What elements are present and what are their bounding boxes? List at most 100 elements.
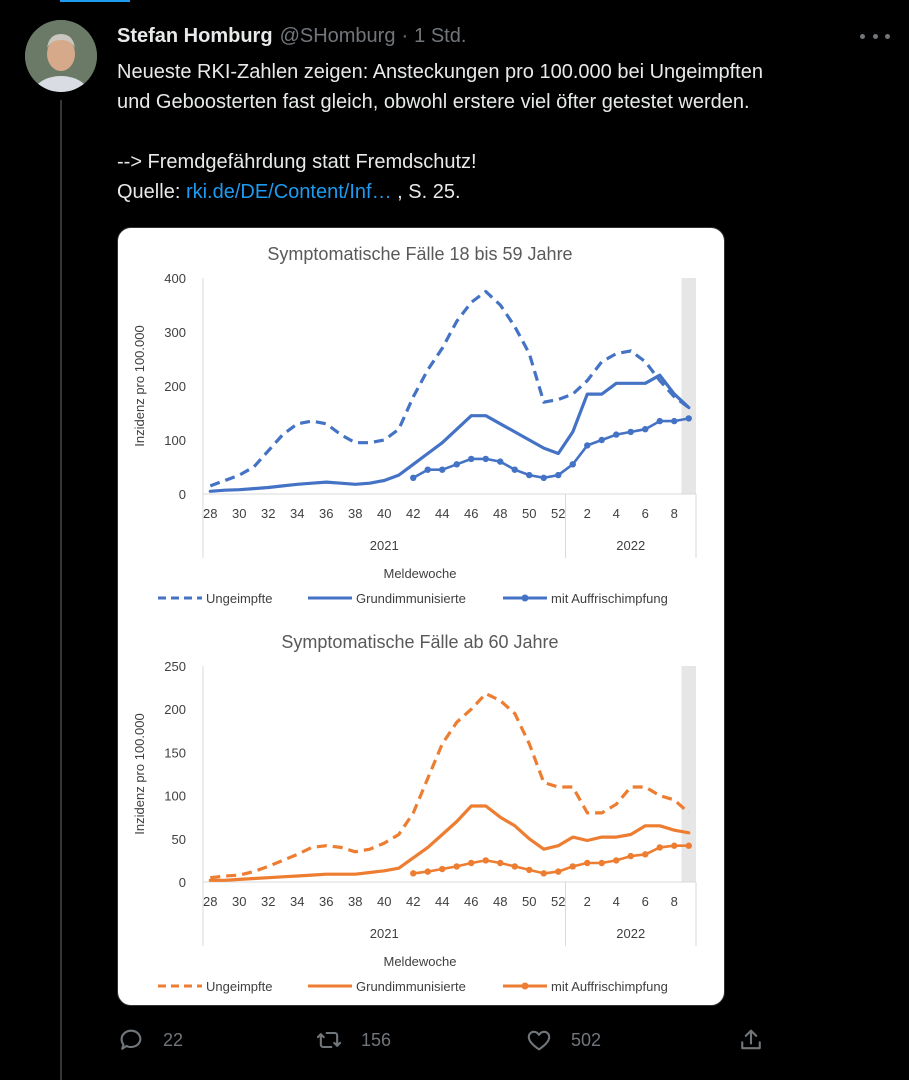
thread-line bbox=[60, 100, 62, 1080]
chart-title: Symptomatische Fälle ab 60 Jahre bbox=[281, 632, 558, 652]
series-point bbox=[671, 842, 678, 849]
series-point bbox=[656, 417, 663, 425]
series-point bbox=[555, 471, 562, 479]
x-tick-label: 30 bbox=[232, 506, 246, 521]
chart-60-plus: Symptomatische Fälle ab 60 Jahre 0 50 100 15… bbox=[132, 632, 697, 994]
x-tick-label: 28 bbox=[203, 894, 217, 909]
source-suffix: , S. 25. bbox=[391, 181, 461, 203]
legend-label: Grundimmunisierte bbox=[356, 591, 466, 606]
x-tick-label: 48 bbox=[493, 894, 507, 909]
retweet-icon bbox=[316, 1031, 342, 1049]
like-count: 502 bbox=[571, 1029, 602, 1050]
series-point bbox=[555, 868, 562, 875]
legend-label: Ungeimpfte bbox=[206, 979, 272, 994]
tweet-text-line: und Geboosterten fast gleich, obwohl ers… bbox=[117, 91, 750, 113]
y-tick-label: 150 bbox=[164, 745, 186, 760]
y-tick-label: 300 bbox=[164, 325, 186, 340]
x-tick-label: 6 bbox=[642, 506, 649, 521]
series-point bbox=[511, 863, 518, 870]
x-tick-label: 4 bbox=[613, 894, 620, 909]
x-tick-label: 50 bbox=[522, 894, 536, 909]
tweet-source-line: Quelle: rki.de/DE/Content/Inf… , S. 25. bbox=[117, 177, 887, 207]
x-group-label: 2021 bbox=[370, 538, 399, 553]
chart-title: Symptomatische Fälle 18 bis 59 Jahre bbox=[267, 244, 572, 264]
x-tick-label: 32 bbox=[261, 894, 275, 909]
series-point bbox=[598, 859, 605, 867]
series-point bbox=[410, 870, 417, 877]
series-point bbox=[468, 859, 475, 867]
legend-label: mit Auffrischimpfung bbox=[551, 591, 668, 606]
more-icon[interactable] bbox=[860, 25, 890, 47]
x-axis-title: Meldewoche bbox=[384, 954, 457, 969]
series-point bbox=[439, 865, 446, 873]
share-icon bbox=[741, 1029, 761, 1050]
reply-button[interactable]: 22 bbox=[117, 1022, 183, 1058]
series-point bbox=[511, 466, 518, 473]
y-tick-label: 250 bbox=[164, 659, 186, 674]
x-tick-label: 8 bbox=[671, 506, 678, 521]
legend-marker bbox=[521, 594, 529, 602]
series-point bbox=[685, 415, 692, 422]
tweet-media-image[interactable]: Symptomatische Fälle 18 bis 59 Jahre 0 100… bbox=[117, 227, 725, 1006]
y-tick-label: 200 bbox=[164, 379, 186, 394]
series-line-ungeimpfte bbox=[209, 289, 690, 488]
x-tick-label: 50 bbox=[522, 506, 536, 521]
y-tick-label: 100 bbox=[164, 433, 186, 448]
series-line-ungeimpfte bbox=[210, 692, 690, 880]
source-link[interactable]: rki.de/DE/Content/Inf… bbox=[185, 181, 392, 203]
author-handle[interactable]: @SHomburg bbox=[279, 24, 396, 47]
x-tick-label: 4 bbox=[613, 506, 620, 521]
reply-icon bbox=[120, 1029, 142, 1050]
x-tick-label: 40 bbox=[377, 506, 391, 521]
x-tick-label: 6 bbox=[642, 894, 649, 909]
series-point bbox=[613, 431, 620, 438]
series-point bbox=[642, 426, 649, 433]
x-axis-title: Meldewoche bbox=[384, 566, 457, 581]
author-name[interactable]: Stefan Homburg bbox=[117, 24, 273, 47]
retweet-count: 156 bbox=[361, 1029, 392, 1050]
y-axis-title: Inzidenz pro 100.000 bbox=[132, 325, 147, 446]
series-point bbox=[584, 859, 591, 867]
y-tick-label: 0 bbox=[179, 487, 186, 502]
shaded-region bbox=[681, 278, 696, 494]
tweet-header: Stefan Homburg @SHomburg · 1 Std. bbox=[117, 23, 466, 49]
series-point bbox=[540, 474, 547, 481]
series-point bbox=[569, 461, 576, 468]
x-tick-label: 2 bbox=[584, 894, 591, 909]
series-point bbox=[627, 428, 634, 436]
series-point bbox=[497, 458, 504, 465]
x-group-label: 2022 bbox=[616, 926, 645, 941]
x-tick-label: 44 bbox=[435, 894, 449, 909]
series-point bbox=[526, 471, 533, 479]
tweet-time[interactable]: 1 Std. bbox=[414, 24, 467, 47]
series-point bbox=[453, 863, 460, 870]
series-point bbox=[497, 859, 504, 867]
tweet-text-line: Neueste RKI-Zahlen zeigen: Ansteckungen … bbox=[117, 61, 763, 83]
tweet-text: Neueste RKI-Zahlen zeigen: Ansteckungen … bbox=[117, 57, 887, 207]
x-tick-label: 2 bbox=[584, 506, 591, 521]
series-point bbox=[439, 466, 446, 473]
like-button[interactable]: 502 bbox=[525, 1022, 601, 1058]
legend-label: mit Auffrischimpfung bbox=[551, 979, 668, 994]
x-tick-label: 52 bbox=[551, 506, 565, 521]
x-tick-label: 36 bbox=[319, 506, 333, 521]
retweet-button[interactable]: 156 bbox=[315, 1022, 391, 1058]
series-line-grundimmunisierte bbox=[208, 373, 691, 493]
x-tick-label: 8 bbox=[671, 894, 678, 909]
tweet-text-line: --> Fremdgefährdung statt Fremdschutz! bbox=[117, 151, 477, 173]
x-tick-label: 44 bbox=[435, 506, 449, 521]
series-point bbox=[656, 844, 663, 851]
x-tick-label: 36 bbox=[319, 894, 333, 909]
y-tick-label: 100 bbox=[164, 789, 186, 804]
y-axis-title: Inzidenz pro 100.000 bbox=[132, 713, 147, 834]
x-tick-label: 30 bbox=[232, 894, 246, 909]
shaded-region bbox=[681, 666, 696, 882]
series-point bbox=[526, 866, 533, 874]
share-button[interactable] bbox=[737, 1022, 765, 1058]
series-point bbox=[410, 474, 417, 481]
series-point bbox=[540, 870, 547, 877]
series-point bbox=[671, 417, 678, 425]
x-group-label: 2021 bbox=[370, 926, 399, 941]
avatar[interactable] bbox=[25, 20, 97, 92]
x-group-label: 2022 bbox=[616, 538, 645, 553]
